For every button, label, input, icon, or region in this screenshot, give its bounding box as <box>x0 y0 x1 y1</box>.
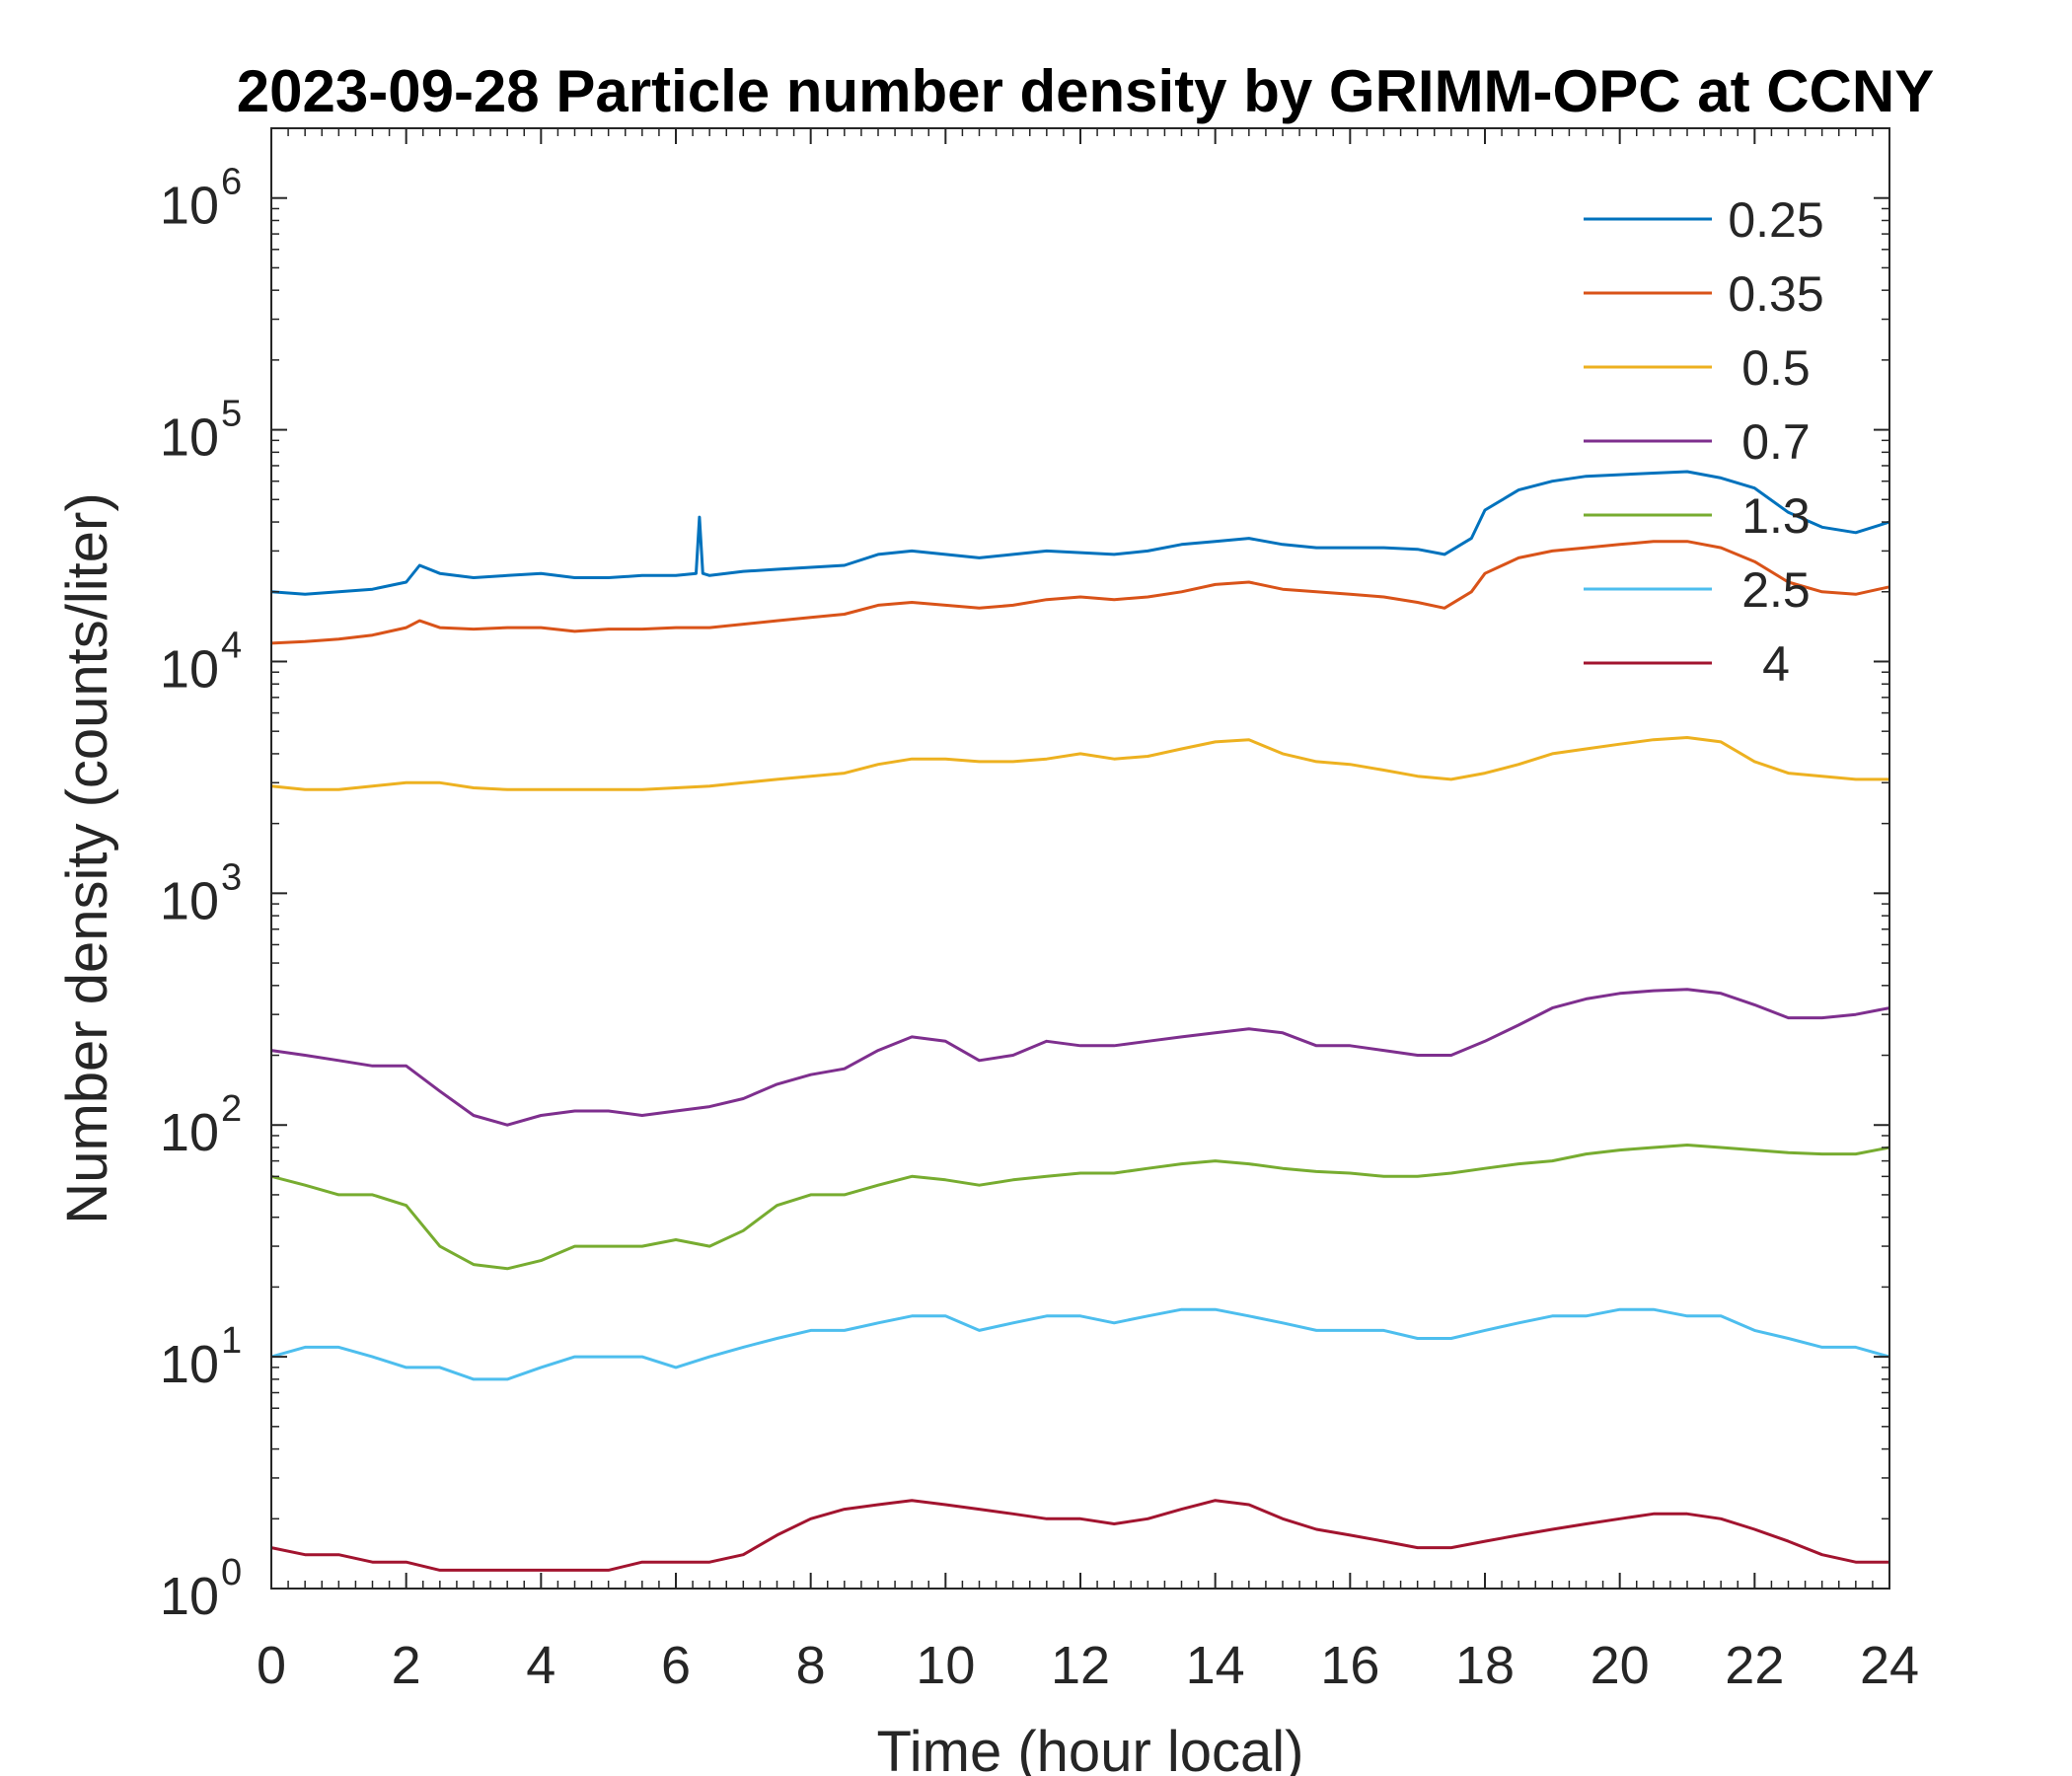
y-tick-label-exponent: 2 <box>221 1088 242 1130</box>
y-tick-label-3: 10 3 <box>160 856 242 930</box>
y-tick-label-base: 10 <box>160 1567 219 1626</box>
x-axis-label: Time (hour local) <box>877 1720 1304 1776</box>
y-tick-label-exponent: 1 <box>221 1320 242 1362</box>
legend-label-2: 0.5 <box>1741 340 1811 396</box>
legend-label-3: 0.7 <box>1741 414 1811 470</box>
y-tick-label-base: 10 <box>160 408 219 468</box>
x-tick-label-11: 22 <box>1725 1636 1784 1695</box>
x-tick-label-4: 8 <box>796 1636 826 1695</box>
legend-label-4: 1.3 <box>1741 488 1811 544</box>
series-line-1 <box>270 540 1890 645</box>
y-tick-label-base: 10 <box>160 177 219 236</box>
y-tick-label-2: 10 2 <box>160 1088 242 1162</box>
y-tick-label-base: 10 <box>160 871 219 930</box>
y-tick-label-base: 10 <box>160 1335 219 1394</box>
x-tick-labels: 0 2 4 6 8 10 12 14 16 18 20 22 24 <box>257 1636 1919 1695</box>
legend-label-1: 0.35 <box>1728 266 1823 322</box>
plot-area <box>271 128 1889 1589</box>
y-tick-label-base: 10 <box>160 1103 219 1162</box>
x-tick-label-10: 20 <box>1591 1636 1650 1695</box>
y-tick-label-base: 10 <box>160 639 219 699</box>
x-tick-label-6: 12 <box>1051 1636 1110 1695</box>
y-tick-label-6: 10 6 <box>160 162 242 236</box>
series-line-5 <box>270 1307 1890 1381</box>
x-tick-label-0: 0 <box>257 1636 286 1695</box>
x-tick-label-2: 4 <box>526 1636 555 1695</box>
x-tick-label-9: 18 <box>1455 1636 1515 1695</box>
series-line-0 <box>270 470 1890 596</box>
series-line-6 <box>270 1499 1889 1572</box>
x-tick-label-1: 2 <box>392 1636 421 1695</box>
legend-label-6: 4 <box>1762 636 1790 692</box>
x-tick-label-3: 6 <box>661 1636 691 1695</box>
series-layer <box>270 470 1890 1572</box>
legend: 0.25 0.35 0.5 0.7 1.3 2.5 4 <box>1584 192 1824 692</box>
legend-label-5: 2.5 <box>1741 562 1811 618</box>
series-line-3 <box>270 988 1890 1127</box>
x-tick-label-5: 10 <box>916 1636 975 1695</box>
y-tick-label-exponent: 0 <box>221 1552 242 1593</box>
y-tick-label-1: 10 1 <box>160 1320 242 1394</box>
series-line-2 <box>270 736 1889 791</box>
legend-label-0: 0.25 <box>1728 192 1823 248</box>
y-tick-label-4: 10 4 <box>160 625 242 699</box>
x-tick-label-8: 16 <box>1320 1636 1379 1695</box>
x-tick-label-7: 14 <box>1186 1636 1245 1695</box>
y-tick-label-exponent: 6 <box>221 162 242 203</box>
chart-title: 2023-09-28 Particle number density by GR… <box>237 58 1935 124</box>
ticks-layer <box>270 127 1890 1590</box>
x-tick-label-12: 24 <box>1860 1636 1919 1695</box>
y-tick-label-exponent: 5 <box>221 394 242 435</box>
y-tick-label-0: 10 0 <box>160 1552 242 1626</box>
series-line-4 <box>270 1144 1890 1271</box>
y-tick-label-exponent: 4 <box>221 625 242 666</box>
y-tick-label-exponent: 3 <box>221 856 242 898</box>
y-axis-label: Number density (counts/liter) <box>55 492 119 1223</box>
y-tick-label-5: 10 5 <box>160 394 242 468</box>
